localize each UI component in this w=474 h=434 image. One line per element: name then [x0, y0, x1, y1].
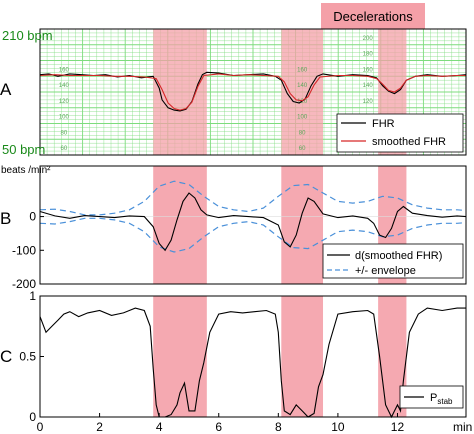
deceleration-band — [281, 296, 324, 417]
y-tick-label: 0.5 — [19, 350, 36, 364]
panel-a-frame — [39, 28, 467, 156]
envelope-neg-line — [39, 217, 467, 253]
derivative-line — [39, 192, 467, 252]
panel-c-legend: Pstab — [399, 385, 464, 409]
panel-a-inner-ticks: 160 140 120 100 80 60 160 140 120 100 80 60 200 180 16… — [59, 36, 374, 152]
inner-tick-label: 60 — [60, 146, 67, 152]
panel-a-top-label: 210 bpm — [2, 28, 53, 43]
legend-smoothed-fhr-label: smoothed FHR — [372, 136, 446, 148]
legend-pstab-main: P — [430, 392, 437, 404]
envelope-pos-line — [39, 180, 467, 216]
panel-b-legend: d(smoothed FHR) +/- envelope — [322, 243, 464, 279]
legend-pstab-label: Pstab — [430, 392, 453, 406]
y-tick-label: 0 — [29, 410, 36, 424]
panel-b-legend-box — [322, 243, 464, 279]
x-tick-label: 2 — [96, 420, 103, 434]
panel-b-y-ticks: 0 -100 -200 — [12, 210, 44, 291]
inner-tick-label: 200 — [363, 36, 374, 42]
x-tick-label: 8 — [275, 420, 282, 434]
inner-tick-label: 120 — [297, 99, 308, 105]
decelerations-legend: Decelerations — [321, 3, 425, 29]
x-tick-label: 4 — [156, 420, 163, 434]
inner-tick-label: 160 — [363, 67, 374, 73]
y-tick-label: 1 — [29, 289, 36, 303]
x-tick-label: 0 — [37, 420, 44, 434]
inner-tick-label: 140 — [363, 83, 374, 89]
panel-c-deceleration-bands — [153, 296, 407, 417]
legend-derivative-label: d(smoothed FHR) — [355, 250, 442, 262]
inner-tick-label: 80 — [60, 130, 67, 136]
inner-tick-label: 60 — [299, 146, 306, 152]
inner-tick-label: 140 — [297, 83, 308, 89]
decelerations-legend-swatch — [321, 3, 425, 29]
legend-envelope-label: +/- envelope — [355, 265, 416, 277]
panel-a-bottom-label: 50 bpm — [2, 142, 45, 157]
x-tick-label: 6 — [215, 420, 222, 434]
inner-tick-label: 100 — [297, 115, 308, 121]
legend-fhr-label: FHR — [372, 118, 395, 130]
y-tick-label: 0 — [29, 210, 36, 224]
y-tick-label: -200 — [12, 277, 36, 291]
panel-a-legend: FHR smoothed FHR — [336, 113, 464, 153]
panel-a-lines — [39, 71, 467, 112]
panel-a-deceleration-bands — [153, 29, 407, 155]
panel-b-ylabel: beats /min² — [1, 165, 51, 176]
deceleration-band — [153, 29, 207, 155]
panel-b-lines — [39, 180, 467, 253]
y-tick-label: -100 — [12, 243, 36, 257]
inner-tick-label: 180 — [363, 52, 374, 58]
panel-b-letter: B — [0, 209, 11, 228]
panel-a-legend-box — [336, 113, 464, 153]
inner-tick-label: 160 — [59, 67, 70, 73]
panel-b-frame — [39, 165, 467, 285]
panel-c-legend-box — [399, 385, 464, 409]
panel-c-x-ticks: 0 2 4 6 8 10 12 — [37, 413, 405, 434]
inner-tick-label: 120 — [363, 99, 374, 105]
panel-c-letter: C — [0, 347, 12, 366]
inner-tick-label: 100 — [59, 115, 70, 121]
panel-a: 160 140 120 100 80 60 160 140 120 100 80 60 200 180 16… — [0, 28, 467, 157]
panel-c-x-unit: min — [453, 420, 472, 434]
inner-tick-label: 120 — [59, 99, 70, 105]
x-tick-label: 12 — [391, 420, 405, 434]
x-tick-label: 10 — [331, 420, 345, 434]
panel-a-letter: A — [0, 80, 12, 99]
inner-tick-label: 140 — [59, 83, 70, 89]
legend-pstab-sub: stab — [437, 397, 453, 406]
decelerations-legend-label: Decelerations — [333, 9, 413, 24]
deceleration-band — [281, 29, 324, 155]
panel-c-y-ticks: 10.50 — [19, 289, 44, 424]
panel-b: 0 -100 -200 beats /min² B d(smoothed FHR) … — [0, 165, 467, 291]
deceleration-band — [153, 166, 207, 284]
inner-tick-label: 160 — [297, 67, 308, 73]
panel-c: 10.50 0 2 4 6 8 10 12 min C Pstab — [0, 289, 472, 434]
inner-tick-label: 80 — [299, 130, 306, 136]
smoothed-fhr-line — [39, 73, 466, 111]
deceleration-band — [281, 166, 324, 284]
deceleration-band — [153, 296, 207, 417]
